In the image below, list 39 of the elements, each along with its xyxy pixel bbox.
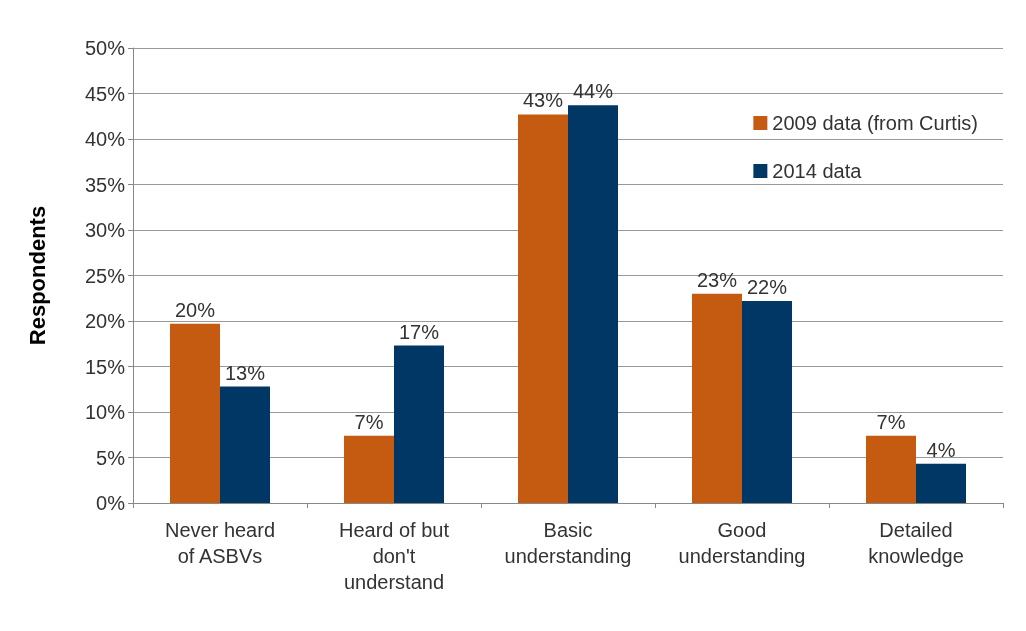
x-tick-label: Never heard of ASBVs	[164, 519, 276, 567]
data-label: 44%	[572, 80, 614, 103]
data-label: 23%	[696, 268, 738, 291]
y-tick-label: 20%	[84, 310, 126, 332]
data-label: 13%	[224, 361, 266, 384]
y-tick-label: 35%	[84, 173, 126, 196]
y-axis-title: Respondents	[24, 205, 50, 346]
y-tick-label: 50%	[84, 37, 126, 59]
legend-label: 2014 data	[772, 160, 863, 182]
y-tick-label: 5%	[96, 446, 126, 469]
data-label: 7%	[354, 410, 384, 433]
data-label: 43%	[522, 89, 564, 112]
bar	[170, 323, 220, 503]
y-tick-label: 10%	[84, 401, 126, 423]
data-label: 22%	[746, 275, 788, 298]
bar	[692, 293, 742, 503]
data-label: 20%	[174, 298, 216, 321]
bar	[518, 114, 568, 503]
x-tick-label: Basic understanding	[504, 519, 632, 567]
x-tick-label: Good understanding	[678, 519, 806, 567]
bar	[344, 435, 394, 503]
bar	[866, 435, 916, 503]
y-tick-label: 45%	[84, 82, 126, 105]
data-label: 7%	[876, 410, 906, 433]
data-label: 17%	[398, 320, 440, 343]
legend-label: 2009 data (from Curtis)	[772, 112, 979, 134]
y-tick-label: 25%	[84, 264, 126, 287]
bar	[220, 386, 270, 503]
bar	[742, 300, 792, 503]
y-tick-label: 30%	[84, 219, 126, 241]
bar	[394, 345, 444, 503]
x-tick-label: Detailed knowledge	[868, 519, 964, 567]
bar	[568, 105, 618, 503]
y-tick-label: 0%	[96, 492, 126, 514]
y-tick-label: 40%	[84, 128, 126, 150]
data-label: 4%	[926, 438, 956, 461]
bar	[916, 463, 966, 503]
y-tick-label: 15%	[84, 355, 126, 378]
x-tick-label: Heard of but don't understand	[338, 519, 450, 593]
